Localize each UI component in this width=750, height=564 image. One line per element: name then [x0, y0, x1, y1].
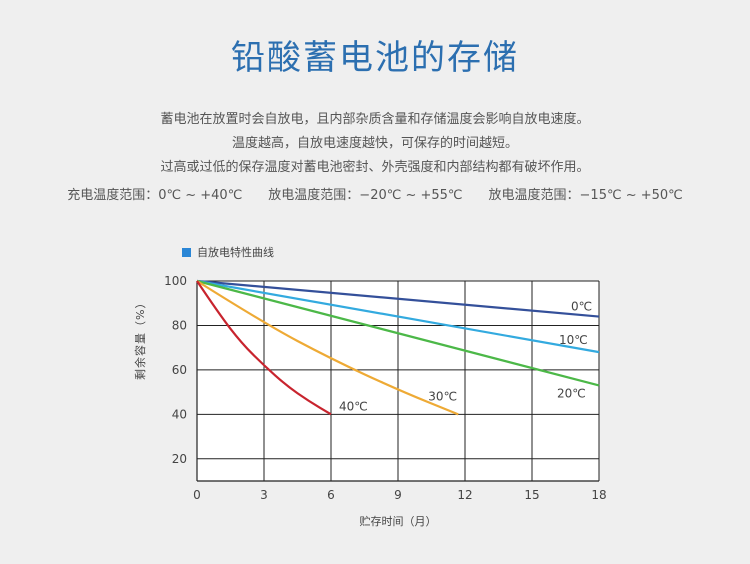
page-title: 铅酸蓄电池的存储: [231, 38, 519, 78]
x-axis-label: 贮存时间（月）: [360, 514, 437, 528]
series-line-3: [196, 280, 459, 416]
series-line-0: [196, 279, 600, 318]
description-line-1: 蓄电池在放置时会自放电，且内部杂质含量和存储温度会影响自放电速度。: [160, 112, 590, 127]
series-line-2: [196, 279, 600, 387]
storage-range: 放电温度范围：−15℃ ~ +50℃: [488, 188, 683, 203]
x-tick-label-4: 12: [457, 488, 472, 502]
x-tick-label-6: 18: [591, 488, 606, 502]
legend-label: 自放电特性曲线: [197, 246, 274, 259]
chart-legend: 自放电特性曲线: [182, 244, 274, 260]
series-label-1: 10℃: [559, 333, 588, 347]
x-tick-label-3: 9: [394, 488, 402, 502]
description-line-2: 温度越高，自放电速度越快，可保存的时间越短。: [231, 136, 518, 151]
discharge-range: 放电温度范围：−20℃ ~ +55℃: [268, 188, 463, 203]
x-tick-label-1: 3: [260, 488, 268, 502]
y-tick-label-0: 20: [172, 452, 187, 466]
temperature-ranges: 充电温度范围：0℃ ~ +40℃ 放电温度范围：−20℃ ~ +55℃ 放电温度…: [0, 184, 750, 203]
charge-range: 充电温度范围：0℃ ~ +40℃: [67, 188, 243, 203]
series-label-2: 20℃: [557, 386, 586, 400]
y-tick-label-1: 40: [172, 407, 187, 421]
y-tick-label-2: 60: [172, 363, 187, 377]
x-tick-label-5: 15: [524, 488, 539, 502]
series-label-4: 40℃: [339, 399, 368, 413]
x-tick-label-0: 0: [193, 488, 201, 502]
legend-swatch: [182, 247, 191, 257]
x-tick-label-2: 6: [327, 488, 335, 502]
series-label-3: 30℃: [428, 389, 457, 403]
series-line-4: [196, 280, 332, 416]
y-axis-label: 剩余容量（%）: [134, 296, 147, 380]
y-tick-label-3: 80: [172, 318, 187, 332]
y-tick-label-4: 100: [164, 274, 187, 288]
series-line-1: [196, 279, 600, 354]
series-label-0: 0℃: [571, 300, 592, 314]
description-line-3: 过高或过低的保存温度对蓄电池密封、外壳强度和内部结构都有破坏作用。: [160, 160, 590, 175]
